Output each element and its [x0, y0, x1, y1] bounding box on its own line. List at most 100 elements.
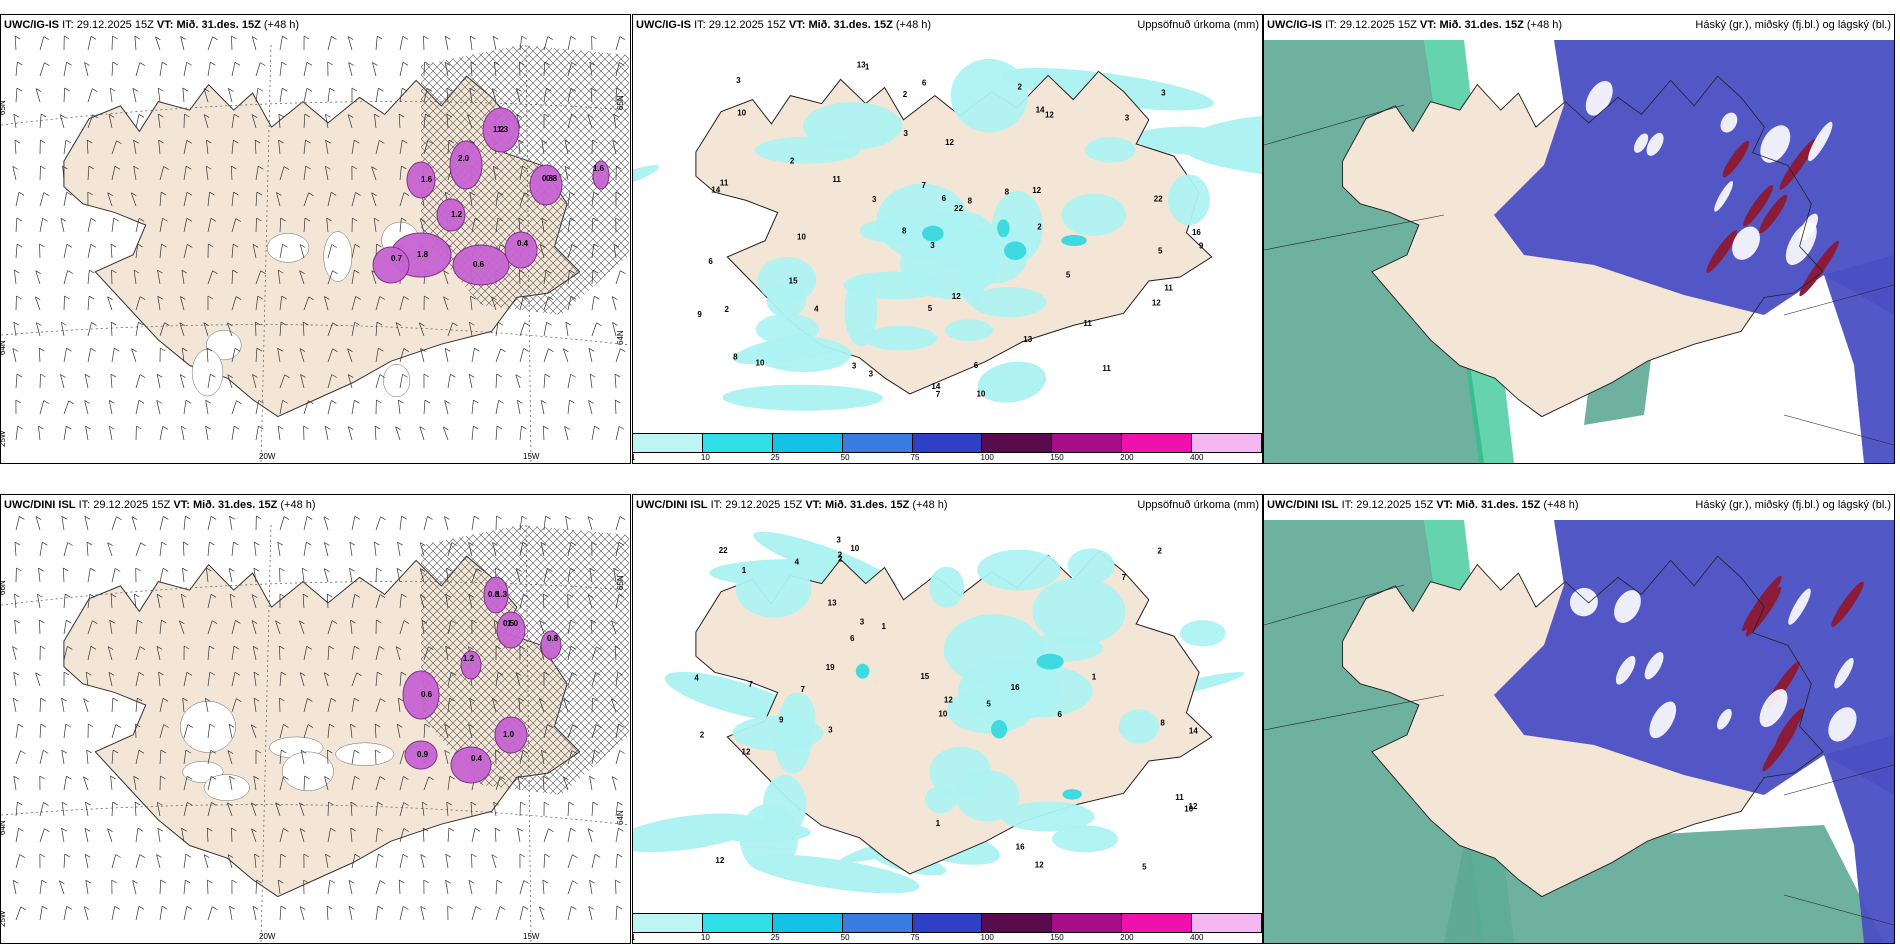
- wind-barb: [87, 269, 95, 285]
- wind-barb: [132, 88, 139, 103]
- wind-barb: [276, 192, 282, 207]
- wind-barb: [590, 619, 597, 635]
- precip-sea-band: [722, 384, 884, 411]
- wind-barb: [255, 347, 263, 363]
- graticule-line: [1264, 584, 1405, 626]
- wind-barb: [87, 191, 94, 207]
- wind-barb: [39, 750, 49, 765]
- map-layer: 0.81.00.61.20.9 0.41.00.81.30.566N64N25W6…: [1, 515, 630, 943]
- wind-barb: [63, 646, 73, 661]
- precip-area: [1179, 620, 1226, 647]
- wind-barb: [447, 620, 457, 635]
- wind-barb: [87, 243, 96, 259]
- graticule-label: 15W: [523, 452, 540, 461]
- precip-value-label: 3: [930, 241, 935, 250]
- colorbar-swatch: [1122, 434, 1193, 452]
- wind-barb: [303, 879, 309, 895]
- icing-area: [402, 670, 440, 720]
- wind-barb: [519, 801, 526, 817]
- precip-value-label: 9: [1199, 242, 1204, 251]
- wind-barb: [133, 775, 139, 791]
- wind-barb: [108, 399, 115, 415]
- precip-value-label: 10: [737, 108, 746, 117]
- wind-barb: [279, 61, 287, 77]
- precip-value-label: 13: [857, 60, 866, 69]
- wind-barb: [348, 62, 354, 77]
- wind-barb: [564, 140, 571, 155]
- low-cloud-streak: [1762, 721, 1798, 772]
- wind-barb: [255, 321, 261, 337]
- wind-barb: [373, 217, 380, 233]
- wind-barb: [63, 593, 71, 609]
- cloud-title: Háský (gr.), miðský (fj.bl.) og lágský (…: [1695, 499, 1891, 511]
- wind-barb: [325, 853, 331, 869]
- precip-value-label: 22: [954, 204, 963, 213]
- wind-barb: [231, 35, 237, 51]
- wind-barb: [228, 724, 235, 739]
- clear-gap: [1828, 707, 1857, 742]
- precip-colorbar: [633, 433, 1262, 453]
- icing-value-label: 0.8: [488, 590, 500, 599]
- wind-barb: [39, 775, 45, 791]
- low-cloud-streak: [1831, 581, 1864, 628]
- wind-barb: [275, 620, 281, 635]
- wind-barb: [277, 879, 284, 895]
- wind-barb: [59, 880, 65, 895]
- wind-barb: [567, 619, 576, 635]
- precip-value-label: 3: [904, 129, 909, 138]
- precip-value-label: 3: [828, 725, 833, 734]
- wind-barb: [396, 723, 403, 739]
- wind-barb: [565, 515, 571, 531]
- precip-value-label: 2: [700, 730, 705, 739]
- wind-barb: [567, 191, 576, 207]
- wind-barb: [591, 672, 601, 687]
- icing-area: [452, 244, 510, 286]
- wind-barb: [350, 827, 356, 843]
- wind-barb: [107, 828, 113, 843]
- wind-barb: [251, 36, 258, 51]
- wind-barb: [181, 827, 187, 843]
- wind-barb: [180, 593, 187, 609]
- wind-barb: [347, 374, 354, 389]
- wind-barb: [158, 671, 164, 687]
- wind-barb: [60, 218, 67, 233]
- wind-barb: [422, 827, 429, 843]
- wind-barb: [277, 541, 283, 557]
- wind-barb: [180, 425, 187, 441]
- wind-barb: [468, 880, 475, 895]
- wind-barb: [567, 880, 578, 895]
- wind-barb: [493, 61, 500, 77]
- wind-barb: [615, 905, 623, 921]
- wind-barb: [418, 322, 425, 337]
- wind-barb: [135, 750, 145, 765]
- wind-barb: [443, 270, 449, 285]
- wind-barb: [205, 165, 212, 181]
- wind-barb: [327, 36, 337, 51]
- precip-value-label: 4: [795, 557, 800, 566]
- wind-barb: [252, 374, 258, 389]
- wind-barb: [375, 749, 381, 765]
- precip-map: 6115471310916121514221916712106532381212…: [633, 531, 1245, 894]
- wind-barb: [135, 425, 142, 441]
- wind-barb: [207, 295, 214, 311]
- wind-barb: [495, 776, 506, 791]
- wind-barb: [324, 296, 330, 311]
- wind-barb: [159, 425, 169, 441]
- wind-barb: [111, 854, 121, 869]
- wind-barb: [303, 139, 311, 155]
- icing-area: [504, 231, 538, 269]
- precip-map-panel-bottom: UWC/DINI ISL IT: 29.12.2025 15Z VT: Mið.…: [632, 494, 1263, 944]
- precip-core: [1062, 789, 1082, 800]
- precip-value-label: 3: [852, 362, 857, 371]
- icing-value-label: 0.9: [417, 750, 429, 759]
- wind-barb: [157, 269, 163, 285]
- wind-barb: [179, 322, 185, 337]
- wind-barb: [613, 567, 619, 583]
- icing-value-label: 0.4: [471, 754, 483, 763]
- wind-barb: [350, 619, 356, 635]
- icing-value-label: 0.7: [391, 254, 403, 263]
- wind-barb: [203, 322, 210, 337]
- wind-barb: [444, 61, 451, 77]
- wind-barb: [253, 671, 260, 687]
- wind-barb: [495, 879, 503, 895]
